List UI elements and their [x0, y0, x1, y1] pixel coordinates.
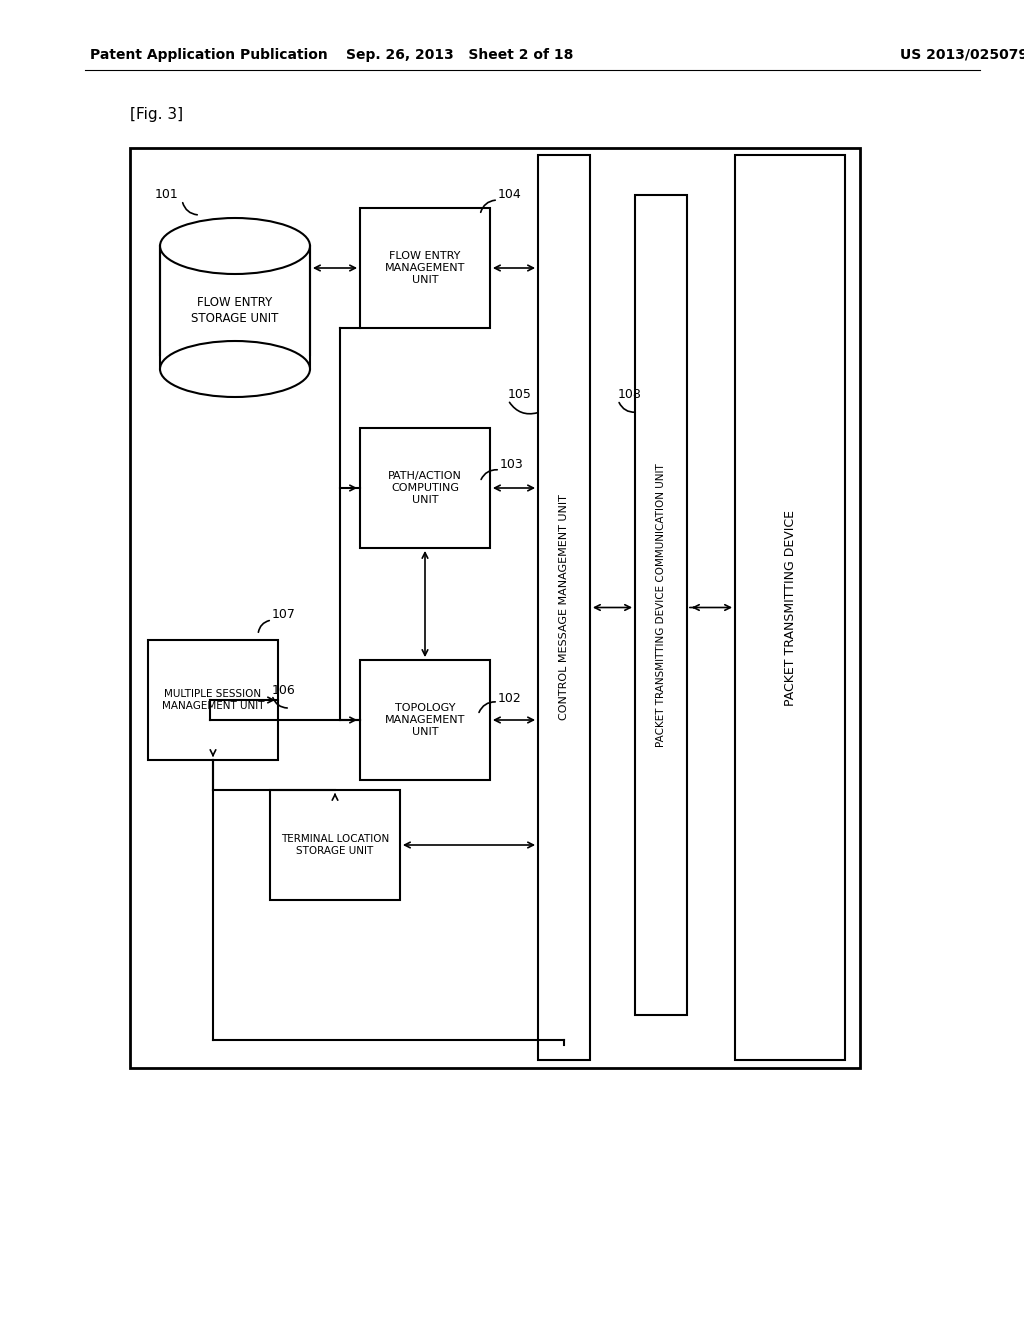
Bar: [360, 428, 490, 548]
Bar: [635, 195, 687, 1015]
Bar: [360, 660, 490, 780]
Text: Patent Application Publication: Patent Application Publication: [90, 48, 328, 62]
Text: 102: 102: [498, 692, 522, 705]
Text: PACKET TRANSMITTING DEVICE: PACKET TRANSMITTING DEVICE: [783, 510, 797, 705]
Text: TERMINAL LOCATION
STORAGE UNIT: TERMINAL LOCATION STORAGE UNIT: [281, 834, 389, 855]
Text: FLOW ENTRY
STORAGE UNIT: FLOW ENTRY STORAGE UNIT: [191, 297, 279, 325]
Bar: [130, 148, 860, 1068]
Text: CONTROL MESSAGE MANAGEMENT UNIT: CONTROL MESSAGE MANAGEMENT UNIT: [559, 495, 569, 721]
Bar: [538, 154, 590, 1060]
Ellipse shape: [160, 218, 310, 275]
Bar: [735, 154, 845, 1060]
Bar: [160, 246, 310, 370]
Ellipse shape: [160, 341, 310, 397]
Text: 103: 103: [500, 458, 523, 471]
Text: 107: 107: [272, 609, 296, 622]
Text: Sep. 26, 2013   Sheet 2 of 18: Sep. 26, 2013 Sheet 2 of 18: [346, 48, 573, 62]
Bar: [270, 789, 400, 900]
Bar: [360, 209, 490, 327]
Text: TOPOLOGY
MANAGEMENT
UNIT: TOPOLOGY MANAGEMENT UNIT: [385, 704, 465, 737]
Text: [Fig. 3]: [Fig. 3]: [130, 107, 183, 123]
Text: MULTIPLE SESSION
MANAGEMENT UNIT: MULTIPLE SESSION MANAGEMENT UNIT: [162, 689, 264, 710]
Text: 106: 106: [272, 684, 296, 697]
Text: 108: 108: [618, 388, 642, 401]
Text: PACKET TRANSMITTING DEVICE COMMUNICATION UNIT: PACKET TRANSMITTING DEVICE COMMUNICATION…: [656, 463, 666, 747]
Text: US 2013/0250797 A1: US 2013/0250797 A1: [900, 48, 1024, 62]
Bar: [148, 640, 278, 760]
Text: 101: 101: [155, 189, 179, 202]
Text: FLOW ENTRY
MANAGEMENT
UNIT: FLOW ENTRY MANAGEMENT UNIT: [385, 251, 465, 285]
Text: 105: 105: [508, 388, 531, 401]
Text: PATH/ACTION
COMPUTING
UNIT: PATH/ACTION COMPUTING UNIT: [388, 471, 462, 504]
Text: 104: 104: [498, 189, 522, 202]
